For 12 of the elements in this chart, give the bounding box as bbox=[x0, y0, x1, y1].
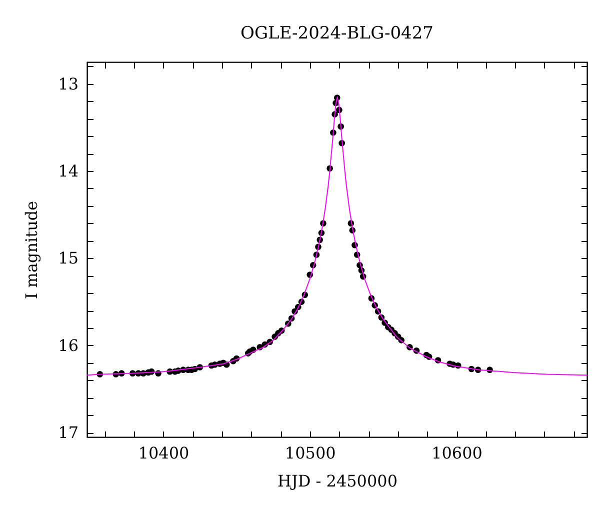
chart-title: OGLE-2024-BLG-0427 bbox=[240, 23, 434, 44]
y-tick-label: 16 bbox=[58, 336, 78, 355]
y-tick-label: 15 bbox=[58, 248, 78, 268]
x-axis-title: HJD - 2450000 bbox=[277, 472, 398, 490]
x-tick-label: 10400 bbox=[138, 444, 190, 462]
line-series bbox=[86, 96, 588, 376]
x-tick-label: 10600 bbox=[432, 444, 482, 462]
y-tick-label: 17 bbox=[58, 423, 78, 442]
x-tick-label: 10500 bbox=[284, 444, 336, 462]
y-tick-label: 14 bbox=[58, 162, 78, 181]
y-tick-label: 13 bbox=[58, 74, 78, 94]
y-axis-title: I magnitude bbox=[22, 200, 42, 300]
